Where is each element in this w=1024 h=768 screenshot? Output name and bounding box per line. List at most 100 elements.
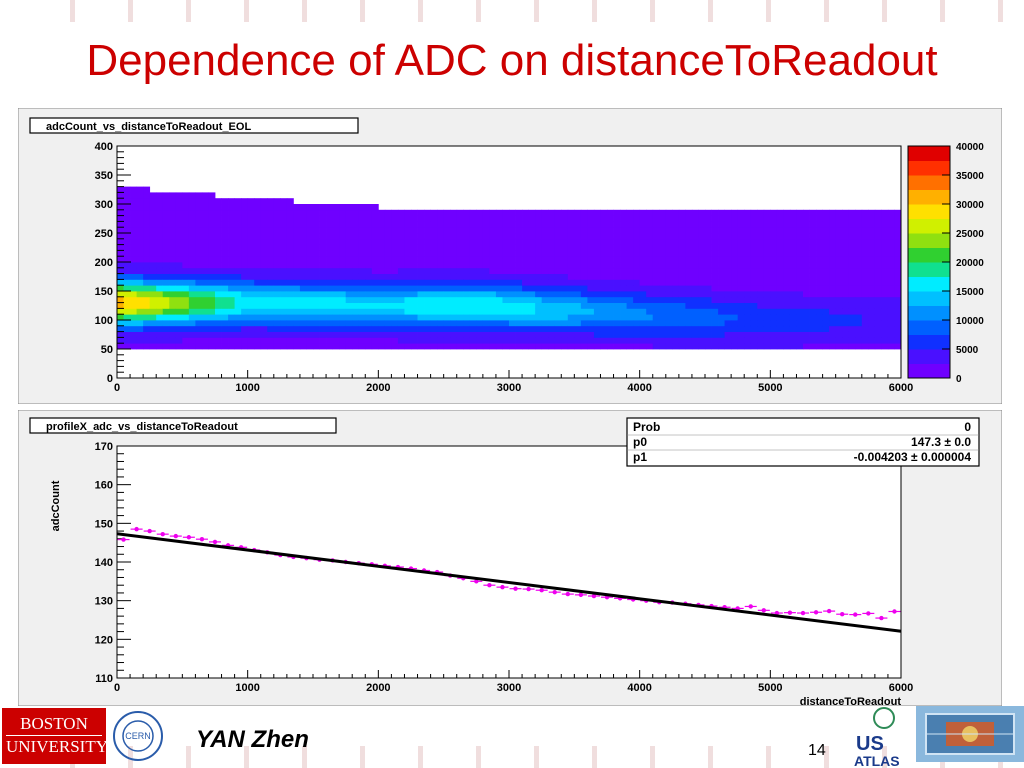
heatmap-cell [822, 227, 830, 234]
heatmap-cell [541, 325, 549, 332]
heatmap-cell [411, 215, 418, 222]
heatmap-cell [711, 215, 719, 222]
heatmap-cell [384, 314, 392, 321]
heatmap-cell [247, 314, 255, 321]
heatmap-cell [123, 337, 131, 344]
heatmap-cell [339, 250, 347, 257]
heatmap-cell [391, 244, 399, 251]
heatmap-cell [339, 296, 347, 303]
heatmap-cell [391, 337, 399, 344]
heatmap-cell [117, 343, 124, 350]
heatmap-cell [816, 238, 823, 245]
heatmap-cell [607, 238, 614, 245]
heatmap-cell [267, 291, 275, 298]
heatmap-cell [587, 285, 595, 292]
heatmap-cell [339, 308, 347, 315]
heatmap-cell [404, 221, 412, 228]
heatmap-cell [476, 331, 484, 338]
heatmap-cell [744, 314, 752, 321]
heatmap-cell [450, 325, 458, 332]
heatmap-cell [332, 314, 340, 321]
heatmap-cell [299, 337, 307, 344]
data-point [840, 612, 845, 617]
heatmap-cell [286, 320, 294, 327]
heatmap-cell [822, 331, 830, 338]
heatmap-cell [561, 273, 569, 280]
heatmap-cell [450, 215, 458, 222]
heatmap-cell [293, 296, 301, 303]
heatmap-cell [881, 291, 889, 298]
heatmap-cell [215, 198, 222, 205]
heatmap-cell [626, 256, 634, 263]
heatmap-cell [593, 296, 601, 303]
heatmap-cell [345, 285, 353, 292]
heatmap-cell [208, 291, 216, 298]
deco-stripe [824, 0, 829, 22]
heatmap-cell [796, 256, 804, 263]
heatmap-cell [247, 233, 255, 240]
colorbar-tick-label: 5000 [956, 345, 979, 356]
heatmap-cell [620, 279, 627, 286]
heatmap-cell [234, 256, 242, 263]
heatmap-cell [437, 256, 445, 263]
heatmap-cell [117, 215, 124, 222]
heatmap-cell [221, 331, 229, 338]
heatmap-cell [678, 314, 686, 321]
heatmap-cell [554, 244, 562, 251]
heatmap-cell [567, 267, 575, 274]
heatmap-cell [665, 250, 673, 257]
heatmap-cell [182, 233, 190, 240]
heatmap-cell [724, 215, 732, 222]
heatmap-cell [143, 331, 151, 338]
heatmap-cell [254, 320, 262, 327]
heatmap-cell [430, 256, 438, 263]
heatmap-cell [757, 343, 765, 350]
heatmap-cell [286, 267, 294, 274]
heatmap-cell [652, 244, 660, 251]
heatmap-cell [535, 343, 543, 350]
heatmap-cell [286, 256, 294, 263]
heatmap-cell [208, 262, 216, 269]
heatmap-cell [593, 308, 601, 315]
heatmap-cell [286, 337, 294, 344]
heatmap-cell [887, 209, 895, 216]
heatmap-cell [796, 291, 804, 298]
heatmap-cell [247, 262, 255, 269]
heatmap-cell [580, 227, 588, 234]
heatmap-cell [711, 320, 719, 327]
heatmap-cell [587, 331, 595, 338]
heatmap-cell [724, 337, 732, 344]
heatmap-cell [182, 256, 190, 263]
heatmap-cell [280, 343, 288, 350]
heatmap-cell [397, 233, 405, 240]
heatmap-cell [182, 204, 190, 211]
heatmap-cell [149, 250, 157, 257]
heatmap-cell [620, 331, 627, 338]
heatmap-cell [463, 337, 471, 344]
heatmap-cell [528, 285, 536, 292]
heatmap-cell [600, 314, 608, 321]
heatmap-cell [417, 302, 425, 309]
heatmap-cell [613, 262, 621, 269]
heatmap-cell [417, 308, 425, 315]
heatmap-cell [574, 291, 582, 298]
heatmap-cell [280, 337, 288, 344]
heatmap-cell [345, 320, 353, 327]
heatmap-cell [639, 291, 647, 298]
heatmap-cell [430, 262, 438, 269]
heatmap-cell [691, 209, 699, 216]
heatmap-cell [378, 302, 386, 309]
heatmap-cells [117, 186, 902, 350]
heatmap-cell [221, 244, 229, 251]
heatmap-cell [587, 227, 595, 234]
heatmap-cell [685, 337, 693, 344]
heatmap-cell [306, 209, 314, 216]
heatmap-cell [757, 227, 765, 234]
heatmap-cell [672, 233, 680, 240]
heatmap-cell [750, 244, 758, 251]
heatmap-cell [691, 233, 699, 240]
heatmap-cell [705, 308, 712, 315]
heatmap-cell [136, 337, 144, 344]
heatmap-cell [495, 256, 503, 263]
heatmap-cell [718, 308, 725, 315]
